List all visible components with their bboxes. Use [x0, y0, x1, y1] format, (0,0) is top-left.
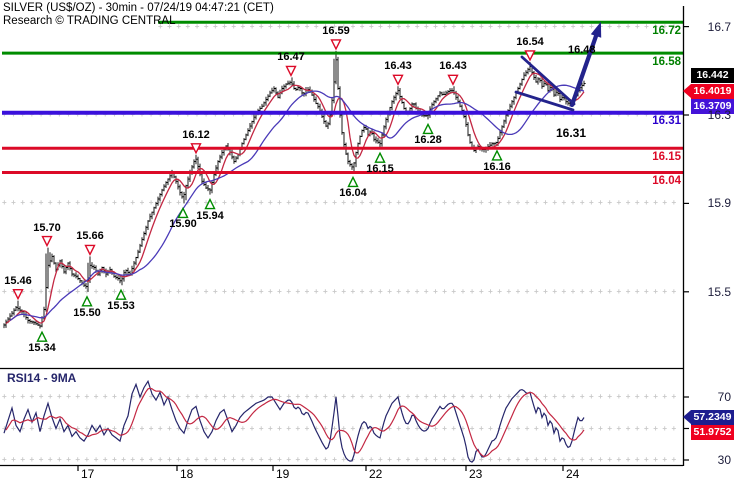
chart-title: SILVER (US$/OZ) - 30min - 07/24/19 04:47… [3, 2, 274, 14]
pivot-low-label: 15.90 [169, 218, 197, 231]
pivot-low-label: 15.34 [28, 342, 56, 355]
pivot-high-label: 16.43 [384, 60, 412, 73]
ma-slow-price-tag: 16.3709 [691, 98, 734, 114]
ma-fast-price-value: 16.4019 [693, 84, 732, 97]
breakout-target-note: 16.48 [568, 44, 596, 56]
level-label-16.15: 16.15 [652, 150, 681, 163]
day-label-17: 17 [81, 466, 95, 480]
price-scale-label: 15.9 [707, 196, 731, 211]
last-price-tag: 16.442 [691, 68, 734, 83]
rsi-scale-label: 30 [717, 453, 731, 467]
price-scale-label: 16.3 [707, 108, 731, 122]
price-scale-label: 15.5 [707, 284, 731, 299]
day-label-24: 24 [566, 466, 580, 480]
pivot-high-label: 16.12 [182, 128, 210, 141]
pivot-low-label: 16.15 [366, 163, 394, 176]
pivot-high-label: 16.59 [322, 24, 350, 37]
level-label-16.31: 16.31 [652, 115, 681, 128]
dotted-gridline: ++++++++++++++++++++++++++++++++++++++++… [2, 456, 681, 464]
dotted-gridline: ++++++++++++++++++++++++++++++++++++++++… [158, 22, 681, 31]
level-label-16.58: 16.58 [652, 55, 681, 68]
pivot-high-label: 15.46 [4, 274, 32, 287]
day-label-19: 19 [276, 466, 290, 480]
day-label-18: 18 [180, 466, 194, 480]
rsi-title: RSI14 - 9MA [7, 371, 77, 385]
pivot-low-label: 15.50 [73, 306, 101, 319]
level-label-16.04: 16.04 [652, 174, 681, 187]
day-label-22: 22 [369, 466, 383, 480]
rsi-ma-value-tag: 51.9752 [691, 425, 734, 440]
pivot-high-label: 15.70 [33, 221, 61, 234]
day-label-23: 23 [469, 466, 483, 480]
rsi-scale-label: 70 [717, 390, 731, 404]
pivot-note: 16.31 [556, 126, 587, 140]
dotted-gridline: ++++++++++++++++++++++++++++++++++++++++… [2, 424, 681, 433]
chart-source: Research © TRADING CENTRAL [3, 15, 176, 27]
dotted-gridline: ++++++++++++++++++++++++++++++++++++++++… [2, 393, 681, 401]
pivot-low-label: 15.94 [196, 209, 224, 222]
rsi-value-tag: 57.2349 [683, 409, 734, 425]
pivot-low-label: 16.28 [414, 134, 442, 147]
pivot-high-label: 16.43 [439, 60, 467, 73]
pivot-low-label: 15.53 [107, 300, 135, 313]
pivot-low-label: 16.04 [339, 187, 367, 200]
dotted-gridline: ++++++++++++++++++++++++++++++++++++++++… [2, 287, 681, 296]
pivot-high-label: 16.54 [516, 35, 544, 48]
level-label-16.72: 16.72 [652, 24, 681, 37]
pivot-high-label: 16.47 [277, 51, 305, 64]
price-scale-label: 16.7 [707, 19, 731, 34]
ma-fast-price-tag: 16.4019 [683, 83, 734, 99]
dotted-gridline: ++++++++++++++++++++++++++++++++++++++++… [2, 199, 681, 208]
pivot-low-label: 16.16 [483, 160, 511, 173]
pivot-high-label: 15.66 [76, 230, 104, 243]
rsi-value: 57.2349 [693, 410, 732, 423]
